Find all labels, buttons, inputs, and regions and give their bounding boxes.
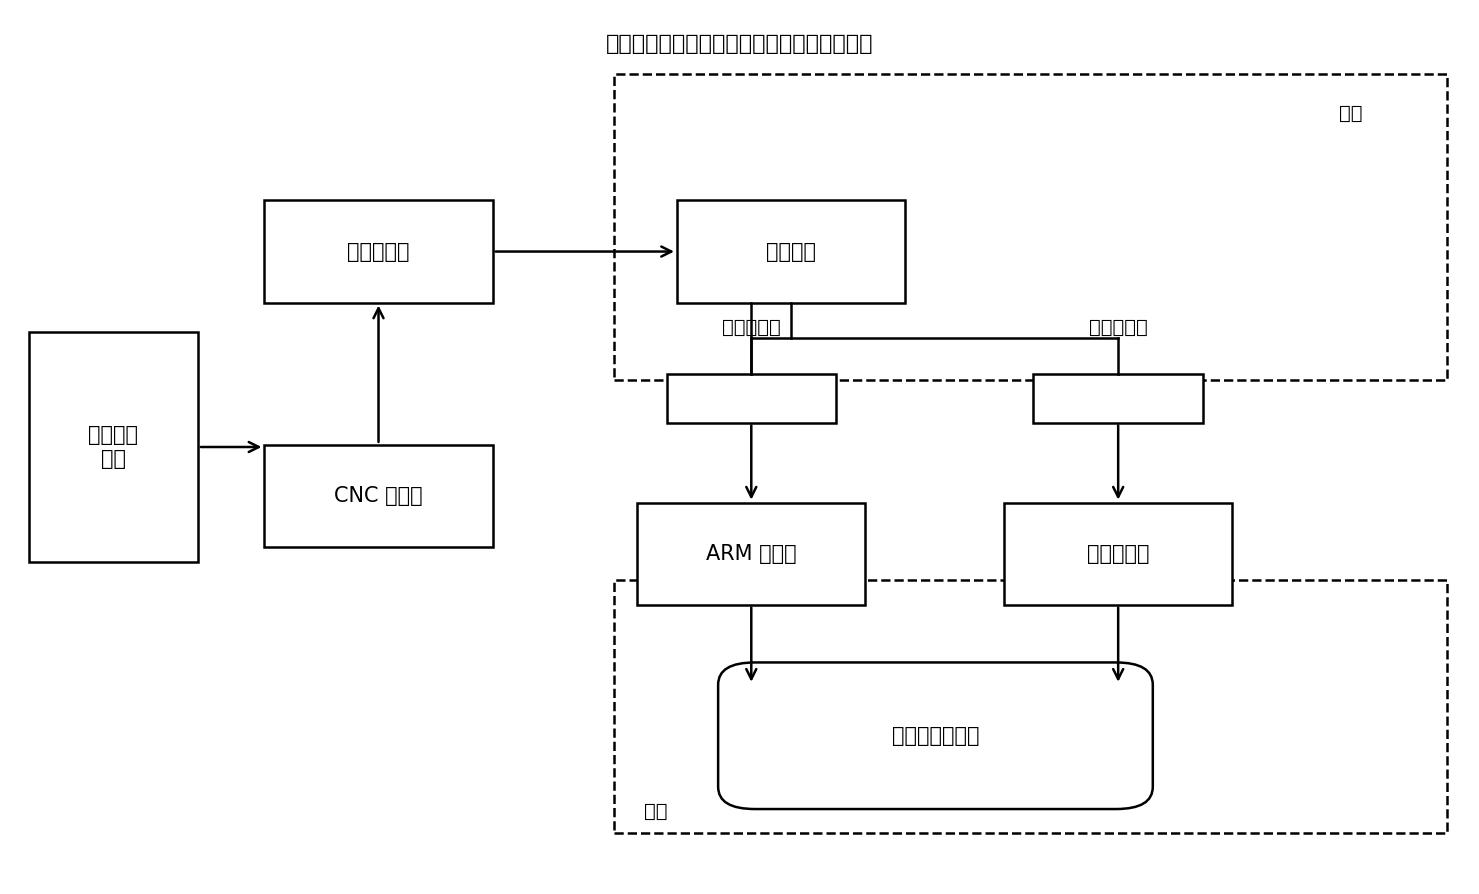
Text: 温度传感器: 温度传感器 [722,317,781,336]
FancyBboxPatch shape [719,662,1152,809]
Text: 位移传感器: 位移传感器 [1089,317,1148,336]
Bar [1004,502,1232,604]
Bar [28,332,198,562]
Bar [614,580,1446,833]
Bar [677,200,905,303]
Text: CNC 控制器: CNC 控制器 [334,485,423,506]
Text: 机床电机: 机床电机 [766,241,816,262]
Bar [1034,374,1202,423]
Text: 工件加工
程序: 工件加工 程序 [89,426,138,468]
Bar [637,502,865,604]
Bar [265,445,493,547]
Text: 数控机床热误差最小二乘支持向量机建模方法: 数控机床热误差最小二乘支持向量机建模方法 [606,34,873,54]
Text: 伺服驱动器: 伺服驱动器 [348,241,410,262]
Text: 微机: 微机 [643,802,667,821]
Bar [667,374,836,423]
Bar [265,200,493,303]
Bar [614,74,1446,380]
Text: 机床: 机床 [1338,105,1362,123]
Text: ARM 控制板: ARM 控制板 [705,544,797,563]
Text: 热误差数学模型: 热误差数学模型 [892,726,979,746]
Text: 信号控制器: 信号控制器 [1087,544,1149,563]
